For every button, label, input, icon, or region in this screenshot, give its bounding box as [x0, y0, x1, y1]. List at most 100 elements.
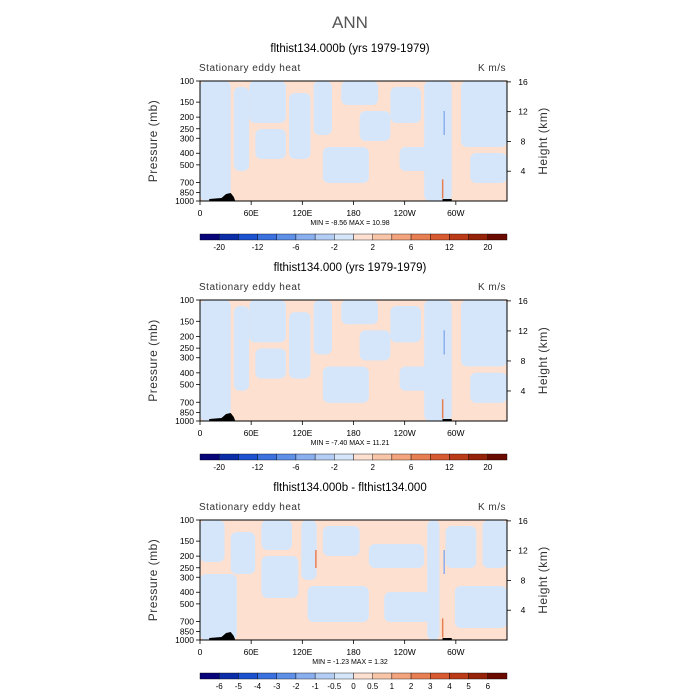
contour-field [200, 81, 507, 201]
pressure-tick-label: 200 [180, 112, 194, 122]
colorbar-box-3 [238, 672, 258, 680]
negative-region-13 [460, 300, 507, 367]
colorbar-label: 5 [466, 682, 471, 691]
colorbar-label: -20 [213, 463, 225, 472]
colorbar-box-10 [372, 233, 393, 241]
pressure-tick-label: 300 [180, 353, 194, 363]
negative-region-10 [390, 87, 422, 123]
negative-region-4 [255, 348, 286, 379]
negative-region-3 [230, 532, 256, 574]
colorbar-box-12 [410, 453, 431, 461]
colorbar-box-16 [487, 672, 508, 680]
longitude-tick-label: 120E [292, 208, 312, 218]
topography-andes [442, 199, 452, 201]
field-name-label: Stationary eddy heat [199, 282, 301, 293]
negative-region-12 [424, 300, 452, 421]
colorbar-box-15 [468, 233, 489, 241]
negative-region-9 [359, 111, 391, 141]
pressure-tick-label: 850 [180, 627, 194, 637]
colorbar-box-14 [449, 233, 469, 241]
colorbar-box-6 [295, 453, 316, 461]
negative-anomaly-streak [443, 111, 445, 135]
negative-region-8 [341, 300, 379, 325]
colorbar-box-6 [295, 672, 316, 680]
colorbar-box-14 [449, 453, 469, 461]
panel-title: flthist134.000b - flthist134.000 [273, 482, 426, 494]
pressure-tick-label: 700 [180, 177, 194, 187]
pressure-tick-label: 300 [180, 572, 194, 582]
negative-region-12 [445, 526, 477, 568]
height-tick-label: 4 [521, 605, 526, 615]
pressure-tick-label: 100 [180, 76, 194, 86]
topography-asia [209, 193, 236, 201]
panel-2: flthist134.000 (yrs 1979-1979) Stationary… [146, 262, 550, 472]
colorbar-box-4 [257, 453, 277, 461]
pressure-tick-label: 150 [180, 316, 194, 326]
longitude-tick-label: 60E [244, 208, 259, 218]
colorbar-box-7 [314, 672, 335, 680]
colorbar-label: 6 [486, 682, 491, 691]
pressure-tick-label: 300 [180, 133, 194, 143]
colorbar-box-12 [410, 233, 431, 241]
positive-anomaly-streak [441, 399, 444, 419]
y-axis-title: Pressure (mb) [146, 100, 160, 183]
negative-region-10 [390, 306, 422, 343]
height-tick-label: 4 [521, 386, 526, 396]
longitude-tick-label: 180 [346, 208, 360, 218]
colorbar-label: 1 [390, 682, 395, 691]
pressure-tick-label: 500 [180, 160, 194, 170]
negative-region-1 [200, 300, 231, 421]
pressure-tick-label: 150 [180, 536, 194, 546]
longitude-tick-label: 180 [346, 647, 360, 657]
colorbar-label: -12 [252, 243, 264, 252]
colorbar-box-1 [199, 233, 220, 241]
colorbar-box-8 [334, 233, 354, 241]
y-axis-title: Pressure (mb) [146, 539, 160, 622]
colorbar-box-16 [487, 233, 508, 241]
colorbar-label: -12 [252, 463, 264, 472]
height-tick-label: 4 [521, 166, 526, 176]
figure-title: ANN [332, 13, 368, 32]
field-name-label: Stationary eddy heat [199, 502, 301, 513]
colorbar-box-11 [391, 233, 412, 241]
colorbar-box-3 [238, 233, 258, 241]
colorbar-box-8 [334, 453, 354, 461]
min-max-label: MIN = -7.40 MAX = 11.21 [311, 440, 390, 447]
colorbar-box-2 [218, 233, 239, 241]
negative-region-8 [322, 526, 360, 556]
colorbar-box-16 [487, 453, 508, 461]
pressure-tick-label: 1000 [175, 196, 194, 206]
height-tick-label: 8 [521, 356, 526, 366]
colorbar-box-12 [410, 672, 431, 680]
colorbar-box-13 [430, 672, 450, 680]
colorbar-box-9 [353, 453, 373, 461]
longitude-tick-label: 120W [394, 208, 416, 218]
colorbar-box-4 [257, 233, 277, 241]
colorbar-box-10 [372, 672, 393, 680]
colorbar-label: 2 [370, 243, 375, 252]
colorbar-box-1 [199, 672, 220, 680]
topography-andes [442, 638, 452, 640]
colorbar-label: -6 [292, 243, 300, 252]
panels-container: flthist134.000b (yrs 1979-1979) Stationar… [146, 43, 550, 691]
colorbar-label: 6 [409, 463, 414, 472]
colorbar-box-13 [430, 233, 450, 241]
min-max-label: MIN = -1.23 MAX = 1.32 [312, 659, 388, 666]
colorbar-box-15 [468, 672, 489, 680]
positive-anomaly-streak [441, 618, 444, 638]
longitude-tick-label: 0 [198, 208, 203, 218]
pressure-tick-label: 200 [180, 551, 194, 561]
longitude-tick-label: 0 [198, 647, 203, 657]
negative-region-3 [249, 300, 286, 343]
height-tick-label: 12 [518, 107, 528, 117]
colorbar-label: -2 [292, 682, 300, 691]
colorbar-box-2 [218, 672, 239, 680]
negative-region-6 [313, 81, 333, 135]
colorbar-label: 6 [409, 243, 414, 252]
colorbar-box-10 [372, 453, 393, 461]
negative-region-13 [454, 586, 507, 628]
negative-region-6 [301, 520, 317, 580]
negative-region-4 [261, 520, 293, 550]
longitude-tick-label: 60W [447, 208, 464, 218]
pressure-tick-label: 1000 [175, 635, 194, 645]
